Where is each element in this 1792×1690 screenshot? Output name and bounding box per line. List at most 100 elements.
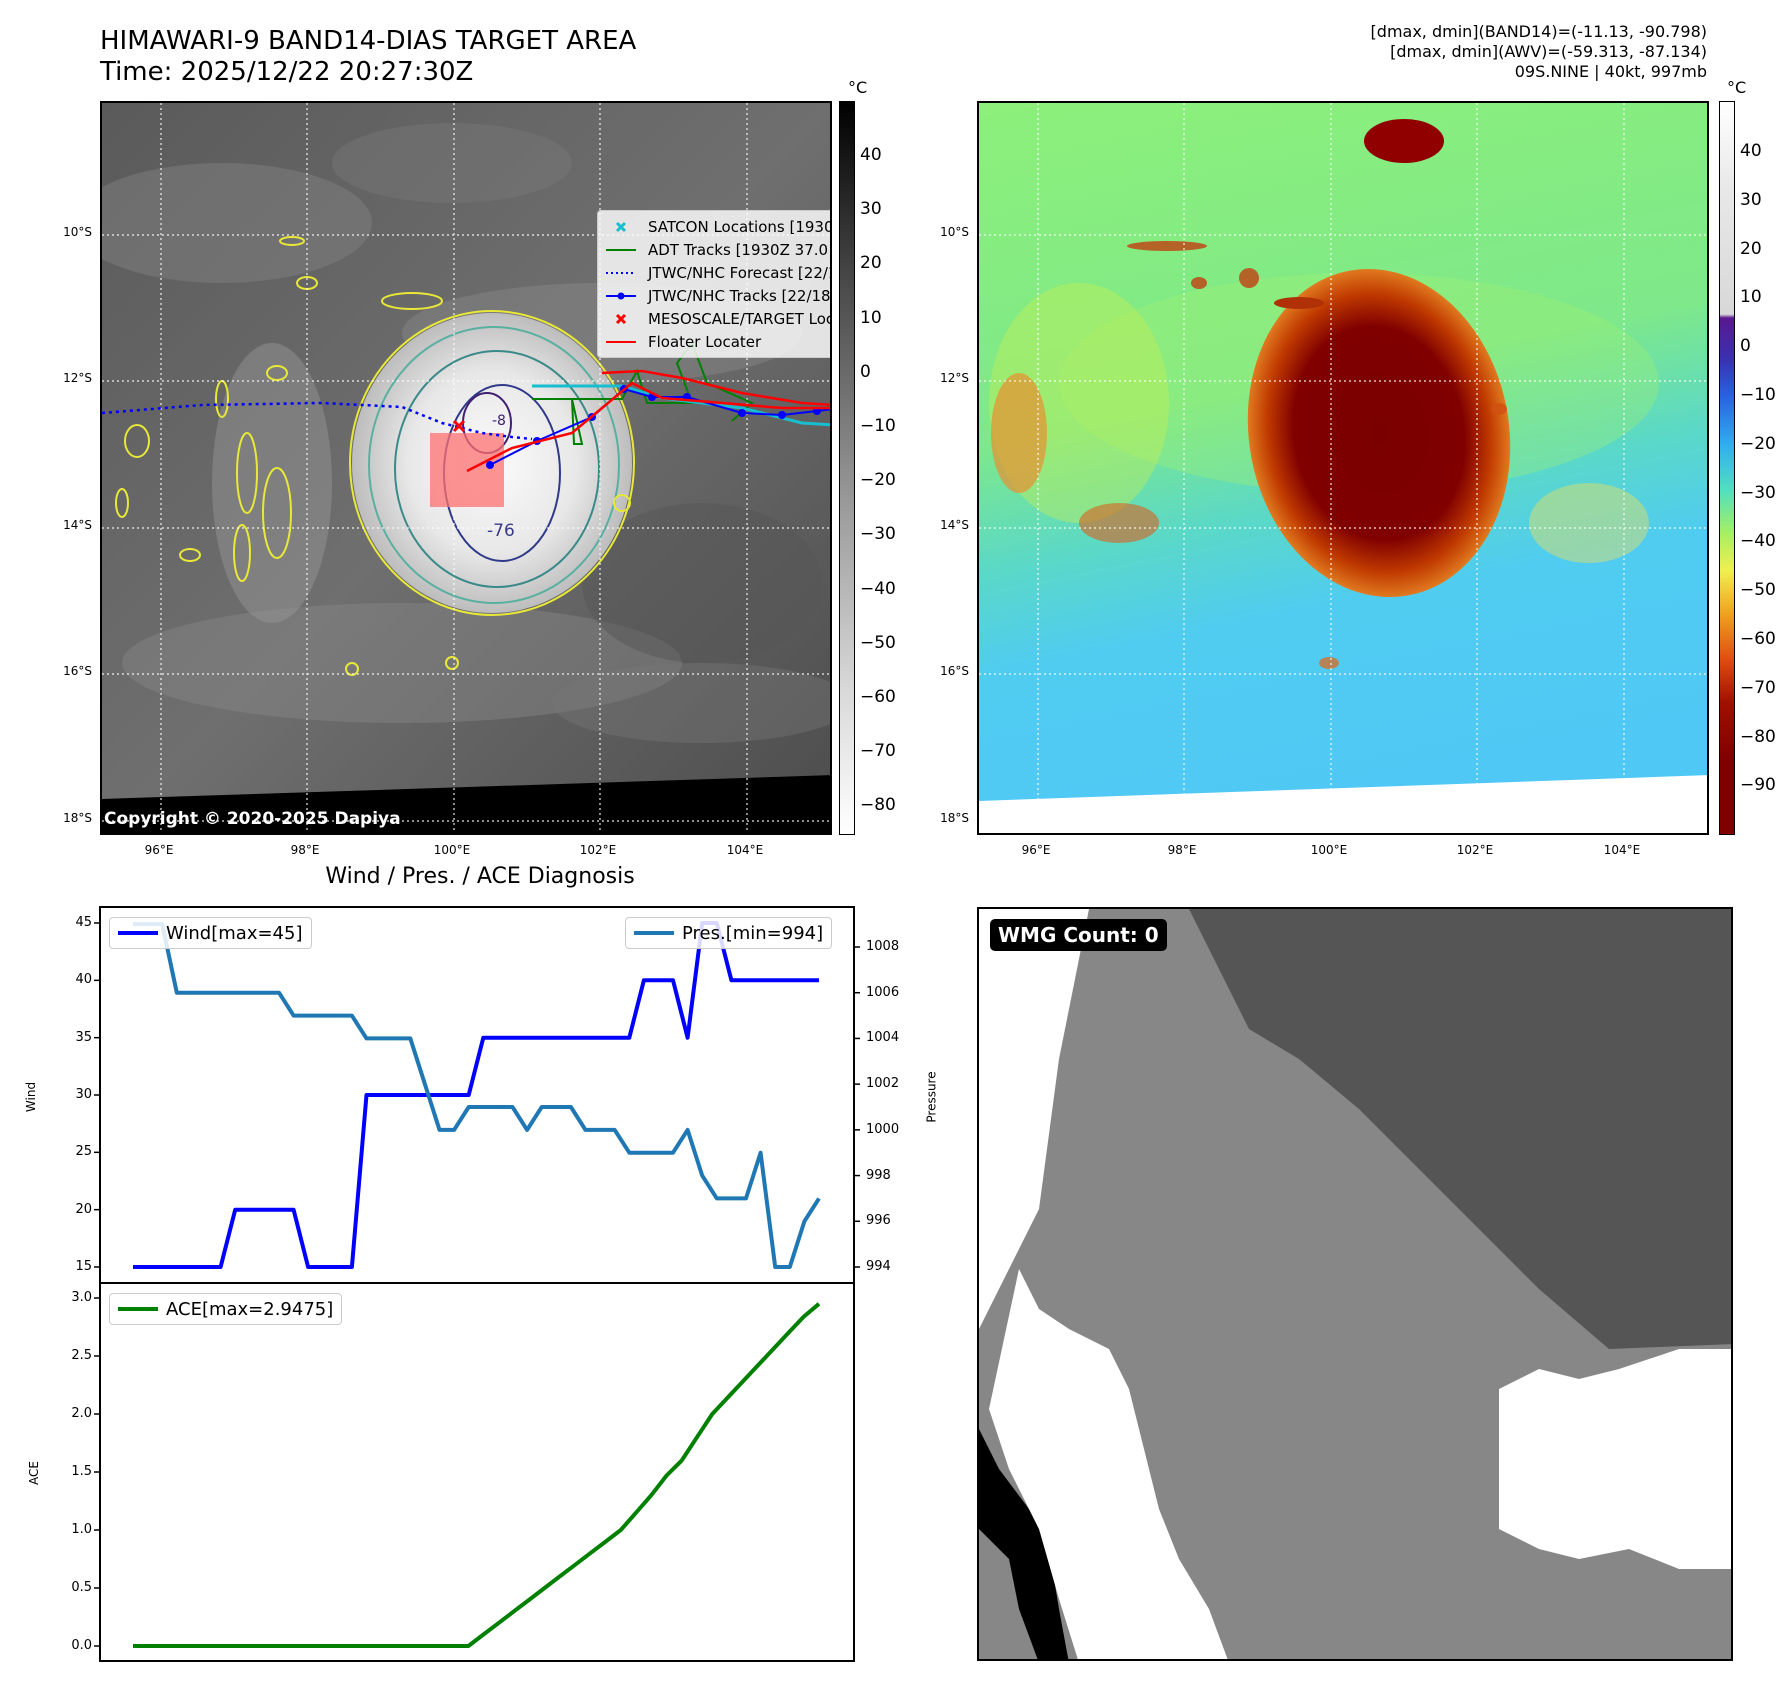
lon-label: 102°E	[1456, 843, 1494, 857]
adt-track	[532, 340, 754, 445]
lat-label: 10°S	[63, 225, 92, 239]
diagnosis-title: Wind / Pres. / ACE Diagnosis	[325, 864, 635, 889]
colorbar-tick: −60	[1740, 629, 1776, 649]
axis-tick-label: 2.5	[71, 1348, 92, 1363]
colorbar-tick: 10	[860, 307, 882, 328]
lat-label: 16°S	[940, 664, 969, 678]
awv-image	[979, 103, 1707, 833]
info-line-2: [dmax, dmin](AWV)=(-59.313, -87.134)	[1390, 42, 1707, 61]
figure-title: HIMAWARI-9 BAND14-DIAS TARGET AREA Time:…	[100, 26, 636, 88]
tick-marks	[94, 922, 860, 1647]
ace-line	[133, 1302, 821, 1648]
legend-entry: SATCON Locations [1930Z 42 997]	[604, 215, 830, 238]
axis-tick-label: 30	[75, 1087, 92, 1102]
axis-tick-label: 996	[866, 1213, 891, 1229]
legend-label: JTWC/NHC Tracks [22/1800Z]	[648, 286, 831, 305]
legend-label: SATCON Locations [1930Z 42 997]	[648, 217, 830, 236]
colorbar-tick: 0	[1740, 336, 1751, 357]
lat-label: 16°S	[63, 664, 92, 678]
axis-tick-label: 1000	[866, 1121, 900, 1137]
lat-label: 12°S	[63, 371, 92, 385]
legend-symbol	[615, 313, 627, 324]
wind-axis-label: Wind	[24, 1081, 39, 1113]
colorbar-tick: 40	[1740, 141, 1762, 161]
axis-tick-label: 1.0	[71, 1522, 92, 1537]
pressure-legend-label: Pres.[min=994]	[682, 922, 824, 944]
awv-colorbar	[1719, 101, 1735, 835]
wind-series	[133, 921, 819, 1269]
colorbar-tick: −90	[1740, 775, 1776, 796]
legend-label: Floater Locater	[648, 332, 762, 351]
contour-label-8: -8	[492, 413, 506, 429]
ace-legend-line	[118, 1307, 158, 1311]
wind-pressure-axes	[99, 906, 855, 1284]
colorbar-tick: 20	[860, 253, 882, 274]
colorbar-tick: −40	[1740, 531, 1776, 552]
jtwc-forecast-track	[102, 401, 533, 441]
lat-label: 14°S	[940, 518, 969, 532]
colorbar-tick: −70	[1740, 677, 1776, 698]
lon-label: 100°E	[433, 843, 471, 857]
wind-line	[133, 921, 819, 1269]
legend-symbol	[615, 221, 627, 232]
axis-tick-label: 1008	[866, 939, 900, 954]
legend-entry: JTWC/NHC Forecast [22/1200Z]	[604, 261, 830, 284]
axis-tick-label: 2.0	[71, 1406, 92, 1421]
wind-legend: Wind[max=45]	[109, 917, 312, 949]
colorbar-tick: 40	[860, 145, 882, 165]
colorbar-tick: −50	[1740, 580, 1776, 601]
colorbar-tick: 30	[860, 199, 882, 220]
lon-label: 104°E	[1603, 843, 1641, 857]
lon-label: 100°E	[1310, 843, 1348, 857]
legend-entry: Floater Locater	[604, 330, 830, 353]
band14-colorbar	[839, 101, 855, 835]
colorbar-tick: −10	[860, 416, 896, 436]
colorbar-right-unit: °C	[1727, 78, 1747, 97]
axis-tick-label: 1.5	[71, 1464, 92, 1479]
axis-tick-label: 1002	[866, 1076, 900, 1092]
colorbar-left-unit: °C	[848, 78, 868, 97]
legend-entry: ADT Tracks [1930Z 37.0 1003.9]	[604, 238, 830, 261]
colorbar-tick: −50	[860, 632, 896, 653]
lon-label: 104°E	[726, 843, 764, 857]
colorbar-tick: −80	[1740, 726, 1776, 747]
lat-label: 14°S	[63, 518, 92, 532]
wind-legend-line	[118, 931, 158, 935]
colorbar-tick: −30	[860, 524, 896, 545]
colorbar-tick: 30	[1740, 189, 1762, 210]
band14-image: -76 -8	[102, 103, 830, 833]
colorbar-tick: −70	[860, 741, 896, 762]
axis-tick-label: 998	[866, 1167, 891, 1183]
awv-satellite-map	[977, 101, 1709, 835]
axis-tick-label: 0.5	[71, 1580, 92, 1595]
axis-tick-label: 0.0	[71, 1638, 92, 1653]
lon-label: 96°E	[1021, 843, 1051, 857]
title-line-2: Time: 2025/12/22 20:27:30Z	[100, 57, 474, 87]
copyright-text: Copyright © 2020-2025 Dapiya	[104, 809, 401, 829]
axis-tick-label: 35	[75, 1029, 92, 1045]
lat-label: 10°S	[940, 225, 969, 239]
ace-legend-label: ACE[max=2.9475]	[166, 1298, 334, 1320]
legend-label: ADT Tracks [1930Z 37.0 1003.9]	[648, 240, 830, 259]
lat-label: 18°S	[63, 811, 92, 825]
map-legend: SATCON Locations [1930Z 42 997] ADT Track…	[597, 210, 831, 358]
axis-tick-label: 3.0	[71, 1290, 92, 1305]
floater-locater	[466, 381, 830, 473]
colorbar-tick: 0	[860, 361, 871, 382]
legend-entry: JTWC/NHC Tracks [22/1800Z]	[604, 284, 831, 307]
axis-tick-label: 1004	[866, 1030, 900, 1046]
colorbar-tick: −10	[1740, 385, 1776, 405]
legend-symbol	[606, 248, 636, 251]
contour-label-76: -76	[487, 521, 515, 541]
wmg-panel	[977, 907, 1733, 1661]
ace-series	[133, 1302, 821, 1648]
pressure-series	[133, 922, 821, 1269]
band14-satellite-map: -76 -8 SATCON Locations [1930Z 42 997] AD…	[100, 101, 832, 835]
axis-tick-label: 45	[75, 915, 92, 930]
lat-label: 12°S	[940, 371, 969, 385]
legend-symbol	[606, 271, 636, 274]
legend-entry: MESOSCALE/TARGET Location	[604, 307, 830, 330]
axis-tick-label: 25	[75, 1144, 92, 1160]
ace-axis-label: ACE	[26, 1461, 41, 1485]
